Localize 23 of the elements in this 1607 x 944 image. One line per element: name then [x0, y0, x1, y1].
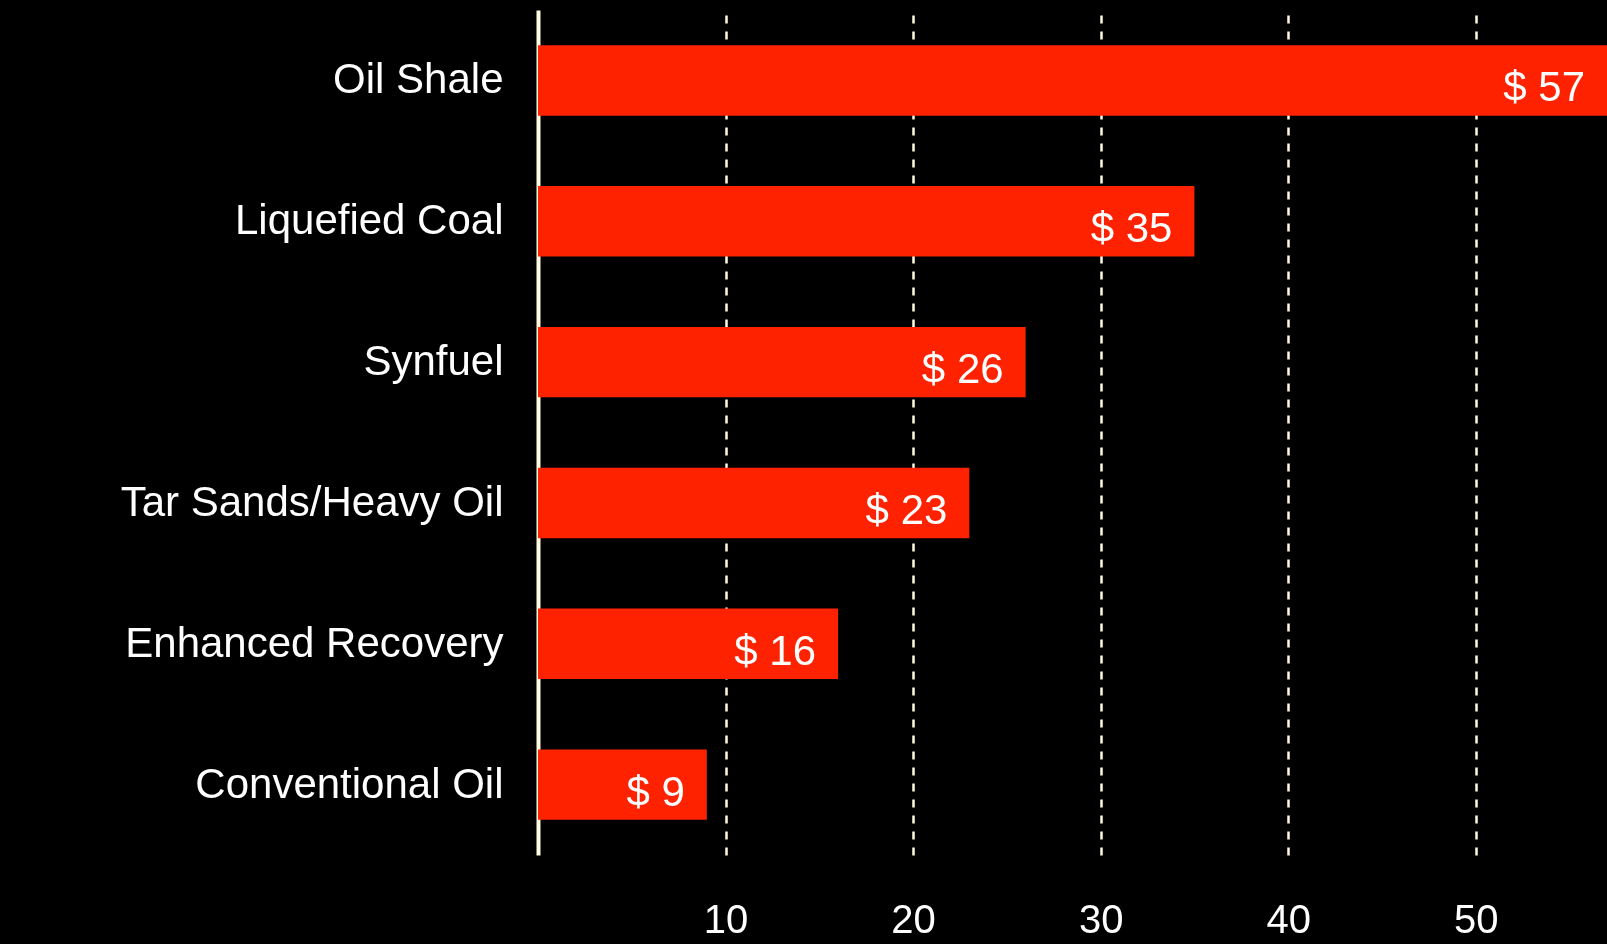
y-tick-label: Enhanced Recovery — [125, 618, 504, 666]
data-label: $ 26 — [921, 345, 1004, 393]
y-tick-label: Liquefied Coal — [234, 196, 504, 244]
bar — [538, 45, 1607, 116]
data-label: $ 57 — [1503, 63, 1585, 111]
y-tick-label: Conventional Oil — [195, 759, 504, 807]
x-tick-label: 20 — [891, 896, 936, 941]
data-label: $ 9 — [626, 767, 685, 815]
x-tick-label: 30 — [1078, 896, 1124, 941]
bar — [538, 186, 1195, 257]
bar — [538, 608, 839, 679]
x-tick-label: 10 — [703, 896, 749, 941]
x-tick-label: 50 — [1453, 896, 1499, 941]
y-tick-label: Oil Shale — [333, 55, 504, 103]
data-label: $ 35 — [1090, 204, 1173, 252]
x-tick-label: 40 — [1266, 896, 1311, 941]
bar — [538, 749, 707, 820]
data-label: $ 23 — [865, 485, 948, 533]
bar — [538, 467, 970, 539]
y-tick-label: Synfuel — [363, 337, 504, 385]
bar — [538, 326, 1026, 398]
y-tick-label: Tar Sands/Heavy Oil — [120, 477, 504, 525]
data-label: $ 16 — [734, 626, 817, 674]
